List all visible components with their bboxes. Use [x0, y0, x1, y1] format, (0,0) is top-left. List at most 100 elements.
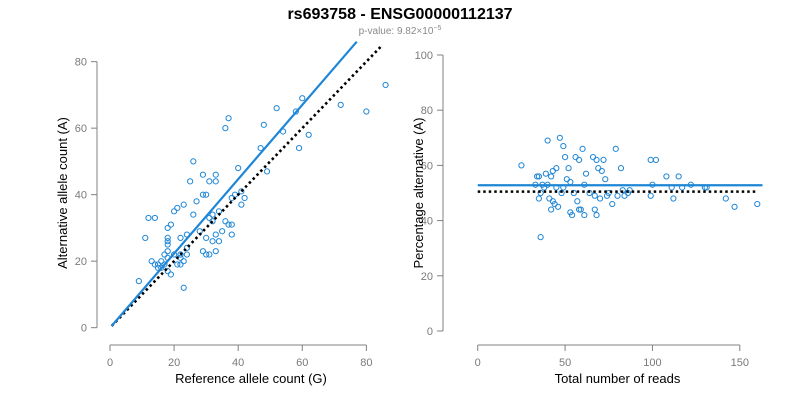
data-point	[164, 248, 171, 255]
data-point	[579, 145, 586, 152]
data-point	[164, 241, 171, 248]
data-point	[299, 95, 306, 102]
y-tick-label: 60	[421, 160, 433, 172]
data-point	[598, 167, 605, 175]
data-point	[595, 165, 602, 172]
data-point	[209, 238, 216, 245]
data-point	[225, 221, 232, 228]
data-point	[167, 221, 174, 228]
data-point	[337, 101, 344, 108]
data-point	[206, 251, 213, 258]
data-point	[203, 191, 210, 198]
data-point	[164, 234, 171, 241]
data-point	[164, 224, 171, 232]
data-point	[722, 195, 729, 202]
data-point	[575, 206, 583, 213]
data-point	[206, 178, 213, 185]
data-point	[612, 145, 619, 152]
data-point	[617, 165, 625, 172]
data-point	[161, 251, 168, 258]
data-point	[199, 171, 207, 178]
data-point	[209, 211, 216, 218]
fit-line	[110, 40, 358, 327]
y-tick-label: 40	[75, 190, 87, 202]
data-point	[142, 234, 149, 241]
data-point	[177, 251, 184, 258]
data-point	[568, 211, 576, 219]
data-point	[222, 218, 229, 225]
data-point	[602, 176, 609, 183]
x-tick-label: 60	[296, 357, 308, 369]
data-point	[203, 234, 210, 241]
data-point	[605, 189, 612, 197]
data-point	[556, 134, 563, 141]
x-tick-label: 40	[232, 357, 244, 369]
data-point	[212, 248, 219, 255]
data-point	[647, 156, 654, 163]
data-point	[148, 258, 155, 265]
y-tick-label: 0	[81, 323, 87, 335]
data-point	[621, 192, 628, 199]
data-point	[548, 206, 555, 213]
data-point	[731, 203, 738, 210]
y-tick-label: 100	[415, 50, 433, 62]
data-point	[548, 173, 555, 180]
x-tick-label: 100	[643, 357, 661, 369]
data-point	[596, 195, 604, 202]
data-point	[167, 271, 174, 278]
y-tick-label: 0	[427, 326, 433, 338]
x-tick-label: 80	[360, 357, 372, 369]
data-point	[158, 258, 165, 265]
y-tick-label: 80	[75, 57, 87, 69]
y-axis-title: Percentage alternative (A)	[411, 117, 426, 268]
data-point	[546, 195, 553, 202]
data-point	[567, 178, 574, 186]
data-point	[206, 214, 213, 222]
data-point	[238, 188, 245, 195]
data-point	[382, 81, 389, 89]
data-point	[574, 198, 581, 205]
data-point	[154, 261, 162, 268]
data-point	[151, 214, 158, 222]
y-tick-label: 20	[75, 256, 87, 268]
data-point	[190, 211, 197, 218]
data-point	[177, 261, 184, 268]
data-point	[225, 115, 232, 122]
data-point	[675, 173, 682, 180]
x-axis-title: Total number of reads	[555, 371, 681, 386]
y-tick-label: 80	[421, 105, 433, 117]
data-point	[363, 108, 370, 115]
data-point	[591, 192, 598, 199]
data-point	[575, 156, 583, 163]
data-point	[212, 178, 219, 185]
data-point	[544, 137, 551, 144]
p-value-exponent: −5	[433, 25, 441, 32]
data-point	[187, 178, 194, 185]
data-point	[222, 125, 229, 132]
data-point	[164, 238, 171, 245]
data-point	[591, 206, 598, 213]
data-point	[257, 145, 264, 152]
data-point	[183, 251, 191, 258]
data-point	[614, 192, 621, 199]
data-point	[535, 195, 542, 202]
data-point	[534, 173, 541, 180]
data-point	[241, 194, 248, 202]
chart-title: rs693758 - ENSG00000112137	[287, 6, 512, 23]
x-tick-label: 150	[731, 357, 749, 369]
data-point	[572, 154, 579, 161]
data-point	[581, 211, 588, 219]
reference-line	[110, 44, 384, 327]
data-point	[582, 170, 590, 177]
data-point	[570, 189, 577, 197]
data-point	[209, 218, 216, 225]
data-point	[212, 231, 219, 238]
data-point	[609, 200, 616, 208]
data-point	[754, 200, 761, 208]
data-point	[228, 231, 235, 238]
x-tick-label: 50	[559, 357, 571, 369]
right-panel: 0 20 40 60 80 100 0 50 100 150 Total number of rea…	[411, 50, 763, 386]
data-point	[555, 203, 562, 210]
data-point	[174, 204, 181, 212]
data-point	[663, 173, 670, 180]
